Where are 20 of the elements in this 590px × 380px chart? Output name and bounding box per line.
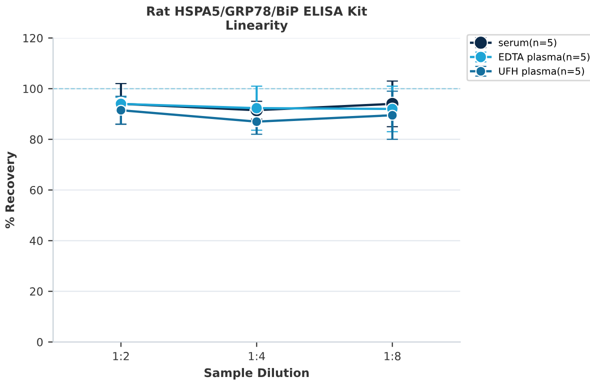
legend-label: EDTA plasma(n=5) — [499, 52, 590, 62]
x-tick-label: 1:2 — [113, 352, 129, 360]
point — [251, 116, 262, 128]
point — [250, 102, 263, 114]
x-tick-label: 1:8 — [384, 352, 401, 360]
x-axis-title: Sample Dilution — [204, 368, 309, 380]
y-tick-label: 100 — [23, 84, 43, 94]
y-tick-label: 40 — [30, 236, 43, 246]
legend-label: serum(n=5) — [498, 38, 556, 48]
y-axis-title: % Recovery — [5, 152, 17, 228]
chart-title: Rat HSPA5/GRP78/BiP ELISA Kit Linearity — [147, 6, 367, 32]
point — [115, 104, 126, 116]
point — [386, 110, 398, 121]
y-tick-label: 20 — [30, 287, 43, 296]
y-tick-label: 60 — [30, 186, 43, 194]
legend-label: UFH plasma(n=5) — [499, 67, 584, 77]
x-tick-label: 1:4 — [248, 352, 265, 360]
y-tick-label: 80 — [30, 135, 43, 144]
y-tick-label: 0 — [37, 338, 43, 346]
y-tick-label: 120 — [23, 34, 43, 42]
